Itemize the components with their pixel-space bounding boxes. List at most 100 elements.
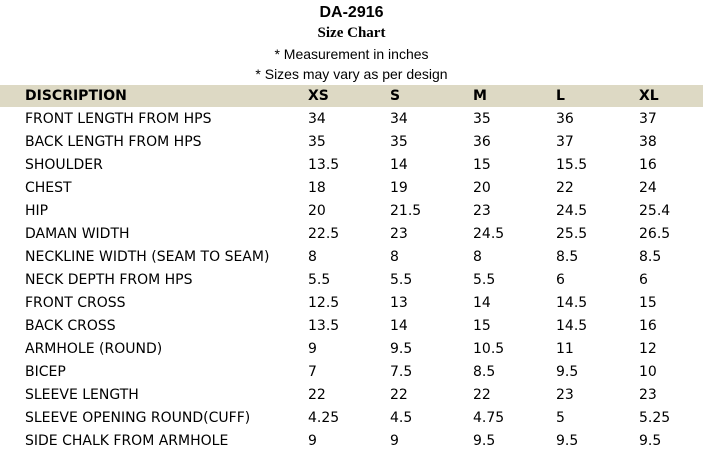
column-header-s: S xyxy=(390,88,401,104)
table-row: FRONT LENGTH FROM HPS 34 34 35 36 37 xyxy=(0,107,703,130)
measurement-label: FRONT CROSS xyxy=(25,294,126,311)
size-value-xs: 22 xyxy=(308,386,326,403)
size-value-s: 22 xyxy=(390,386,408,403)
size-value-m: 14 xyxy=(473,294,491,311)
measurement-label: NECK DEPTH FROM HPS xyxy=(25,271,193,288)
measurement-label: FRONT LENGTH FROM HPS xyxy=(25,110,212,127)
size-value-s: 9.5 xyxy=(390,340,413,357)
size-value-l: 5 xyxy=(556,409,565,426)
size-value-l: 25.5 xyxy=(556,225,588,242)
note-sizes-vary: * Sizes may vary as per design xyxy=(255,66,448,82)
size-value-xl: 38 xyxy=(639,133,657,150)
size-value-s: 21.5 xyxy=(390,202,422,219)
table-body: FRONT LENGTH FROM HPS 34 34 35 36 37 BACK LENG… xyxy=(0,107,703,452)
size-value-m: 8 xyxy=(473,248,482,265)
size-value-s: 4.5 xyxy=(390,409,413,426)
size-value-l: 9.5 xyxy=(556,432,579,449)
size-value-xl: 15 xyxy=(639,294,657,311)
measurement-label: DAMAN WIDTH xyxy=(25,225,130,242)
measurement-label: BACK CROSS xyxy=(25,317,116,334)
size-value-xs: 5.5 xyxy=(308,271,331,288)
table-row: CHEST 18 19 20 22 24 xyxy=(0,176,703,199)
size-value-xl: 5.25 xyxy=(639,409,671,426)
size-chart-title: Size Chart xyxy=(317,25,386,41)
size-value-xl: 24 xyxy=(639,179,657,196)
header-row: DISCRIPTION XS S M L XL xyxy=(0,85,703,107)
measurement-label: CHEST xyxy=(25,179,72,196)
size-value-m: 35 xyxy=(473,110,491,127)
size-value-xl: 9.5 xyxy=(639,432,662,449)
size-value-l: 22 xyxy=(556,179,574,196)
size-value-xs: 4.25 xyxy=(308,409,340,426)
measurement-label: BICEP xyxy=(25,363,66,380)
size-value-m: 24.5 xyxy=(473,225,505,242)
table-row: BACK LENGTH FROM HPS 35 35 36 37 38 xyxy=(0,130,703,153)
size-value-s: 9 xyxy=(390,432,399,449)
size-value-l: 36 xyxy=(556,110,574,127)
table-row: HIP 20 21.5 23 24.5 25.4 xyxy=(0,199,703,222)
size-value-s: 7.5 xyxy=(390,363,413,380)
size-value-xl: 16 xyxy=(639,156,657,173)
table-row: NECKLINE WIDTH (SEAM TO SEAM) 8 8 8 8.5 8.5 xyxy=(0,245,703,268)
size-value-m: 22 xyxy=(473,386,491,403)
table-row: NECK DEPTH FROM HPS 5.5 5.5 5.5 6 6 xyxy=(0,268,703,291)
size-value-s: 19 xyxy=(390,179,408,196)
size-value-xl: 23 xyxy=(639,386,657,403)
size-value-xl: 16 xyxy=(639,317,657,334)
measurement-label: SIDE CHALK FROM ARMHOLE xyxy=(25,432,229,449)
size-value-xs: 12.5 xyxy=(308,294,340,311)
note-measurement: * Measurement in inches xyxy=(274,46,429,62)
measurement-label: BACK LENGTH FROM HPS xyxy=(25,133,202,150)
size-value-s: 23 xyxy=(390,225,408,242)
measurement-label: SLEEVE OPENING ROUND(CUFF) xyxy=(25,409,251,426)
size-value-xs: 7 xyxy=(308,363,317,380)
table-row: FRONT CROSS 12.5 13 14 14.5 15 xyxy=(0,291,703,314)
column-header-l: L xyxy=(556,88,565,104)
column-header-description: DISCRIPTION xyxy=(25,88,127,104)
column-header-xs: XS xyxy=(308,88,329,104)
size-value-xs: 20 xyxy=(308,202,326,219)
measurement-label: NECKLINE WIDTH (SEAM TO SEAM) xyxy=(25,248,270,265)
size-value-xs: 35 xyxy=(308,133,326,150)
size-value-l: 8.5 xyxy=(556,248,579,265)
size-value-l: 15.5 xyxy=(556,156,588,173)
table-row: ARMHOLE (ROUND) 9 9.5 10.5 11 12 xyxy=(0,337,703,360)
size-value-xl: 26.5 xyxy=(639,225,671,242)
size-value-s: 35 xyxy=(390,133,408,150)
size-value-m: 36 xyxy=(473,133,491,150)
table-row: BACK CROSS 13.5 14 15 14.5 16 xyxy=(0,314,703,337)
table-row: SHOULDER 13.5 14 15 15.5 16 xyxy=(0,153,703,176)
measurement-label: SLEEVE LENGTH xyxy=(25,386,139,403)
measurement-label: ARMHOLE (ROUND) xyxy=(25,340,163,357)
size-value-m: 23 xyxy=(473,202,491,219)
measurement-label: HIP xyxy=(25,202,49,219)
column-header-xl: XL xyxy=(639,88,659,104)
size-value-m: 9.5 xyxy=(473,432,496,449)
size-value-m: 10.5 xyxy=(473,340,505,357)
size-value-xs: 22.5 xyxy=(308,225,340,242)
size-value-m: 15 xyxy=(473,156,491,173)
size-value-xs: 9 xyxy=(308,432,317,449)
size-value-l: 6 xyxy=(556,271,565,288)
size-value-l: 24.5 xyxy=(556,202,588,219)
table-row: SLEEVE LENGTH 22 22 22 23 23 xyxy=(0,383,703,406)
size-value-l: 14.5 xyxy=(556,294,588,311)
size-value-xs: 9 xyxy=(308,340,317,357)
size-value-xs: 34 xyxy=(308,110,326,127)
size-value-l: 23 xyxy=(556,386,574,403)
size-value-l: 37 xyxy=(556,133,574,150)
table-row: SLEEVE OPENING ROUND(CUFF) 4.25 4.5 4.75 5 5.… xyxy=(0,406,703,429)
size-value-xs: 13.5 xyxy=(308,317,340,334)
size-value-l: 14.5 xyxy=(556,317,588,334)
size-value-l: 9.5 xyxy=(556,363,579,380)
column-header-m: M xyxy=(473,88,487,104)
size-value-m: 15 xyxy=(473,317,491,334)
size-value-xl: 12 xyxy=(639,340,657,357)
table-row: BICEP 7 7.5 8.5 9.5 10 xyxy=(0,360,703,383)
size-chart-table: DISCRIPTION XS S M L XL FRONT LENGTH FRO… xyxy=(0,85,703,452)
measurement-label: SHOULDER xyxy=(25,156,103,173)
size-value-s: 13 xyxy=(390,294,408,311)
size-value-m: 20 xyxy=(473,179,491,196)
table-row: DAMAN WIDTH 22.5 23 24.5 25.5 26.5 xyxy=(0,222,703,245)
size-value-l: 11 xyxy=(556,340,574,357)
